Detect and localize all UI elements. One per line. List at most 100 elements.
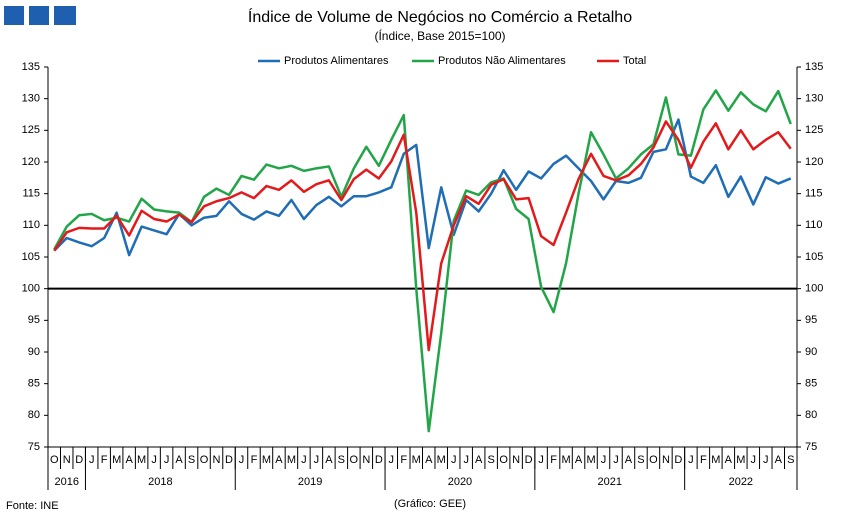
logo-block	[29, 6, 49, 25]
y-tick-label: 105	[22, 251, 40, 263]
y-tick-label: 115	[22, 188, 40, 200]
x-tick-label: J	[151, 454, 157, 466]
legend-label: Total	[623, 55, 646, 67]
x-tick-label: A	[475, 454, 483, 466]
y-tick-label: 75	[28, 441, 40, 453]
x-tick-label: M	[736, 454, 745, 466]
x-tick-label: M	[412, 454, 421, 466]
x-tick-label: N	[63, 454, 71, 466]
x-tick-label: O	[649, 454, 658, 466]
x-tick-label: N	[362, 454, 370, 466]
y-tick-label: 120	[22, 156, 40, 168]
x-tick-label: S	[338, 454, 345, 466]
y2-tick-label: 85	[805, 378, 817, 390]
year-label: 2022	[729, 476, 753, 488]
chart-title: Índice de Volume de Negócios no Comércio…	[248, 7, 632, 26]
y2-tick-label: 135	[805, 61, 823, 73]
x-tick-label: J	[463, 454, 469, 466]
x-tick-label: O	[350, 454, 359, 466]
x-tick-label: A	[275, 454, 283, 466]
y-tick-label: 110	[22, 219, 40, 231]
y2-tick-label: 75	[805, 441, 817, 453]
series-line	[53, 120, 792, 352]
x-tick-label: M	[137, 454, 146, 466]
year-label: 2018	[148, 476, 172, 488]
x-tick-label: J	[601, 454, 607, 466]
x-tick-label: M	[561, 454, 570, 466]
x-tick-label: F	[101, 454, 108, 466]
y2-tick-label: 130	[805, 93, 823, 105]
x-tick-label: A	[325, 454, 333, 466]
x-tick-label: A	[175, 454, 183, 466]
x-tick-label: A	[775, 454, 783, 466]
x-tick-label: F	[550, 454, 557, 466]
x-tick-label: A	[725, 454, 733, 466]
y-tick-label: 125	[22, 124, 40, 136]
y-tick-label: 80	[28, 409, 40, 421]
y2-tick-label: 80	[805, 409, 817, 421]
x-tick-label: J	[89, 454, 95, 466]
x-tick-label: F	[251, 454, 258, 466]
x-tick-label: S	[787, 454, 794, 466]
logo-block	[4, 6, 24, 25]
y-tick-label: 100	[22, 283, 40, 295]
y-tick-label: 90	[28, 346, 40, 358]
x-tick-label: J	[239, 454, 245, 466]
x-tick-label: F	[700, 454, 707, 466]
x-tick-label: M	[437, 454, 446, 466]
x-tick-label: M	[112, 454, 121, 466]
x-tick-label: J	[763, 454, 769, 466]
x-tick-label: A	[425, 454, 433, 466]
x-tick-label: J	[164, 454, 170, 466]
series-line	[53, 118, 792, 257]
legend-label: Produtos Não Alimentares	[438, 55, 566, 67]
x-tick-label: S	[188, 454, 195, 466]
y2-tick-label: 105	[805, 251, 823, 263]
year-label: 2020	[448, 476, 472, 488]
x-tick-label: N	[213, 454, 221, 466]
series-line	[53, 89, 792, 433]
logo-block	[54, 6, 76, 25]
year-label: 2021	[598, 476, 622, 488]
x-tick-label: J	[688, 454, 694, 466]
x-tick-label: N	[662, 454, 670, 466]
x-tick-label: S	[637, 454, 644, 466]
x-tick-label: N	[512, 454, 520, 466]
y2-tick-label: 90	[805, 346, 817, 358]
year-label: 2019	[298, 476, 322, 488]
y2-tick-label: 120	[805, 156, 823, 168]
x-tick-label: A	[575, 454, 583, 466]
x-tick-label: D	[525, 454, 533, 466]
y-tick-label: 135	[22, 61, 40, 73]
x-tick-label: M	[586, 454, 595, 466]
x-tick-label: D	[225, 454, 233, 466]
y-tick-label: 95	[28, 314, 40, 326]
x-tick-label: A	[625, 454, 633, 466]
x-tick-label: S	[487, 454, 494, 466]
x-tick-label: J	[301, 454, 307, 466]
y-tick-label: 85	[28, 378, 40, 390]
x-tick-label: J	[751, 454, 757, 466]
x-tick-label: D	[75, 454, 83, 466]
x-tick-label: J	[389, 454, 395, 466]
x-tick-label: J	[538, 454, 544, 466]
credit: (Gráfico: GEE)	[394, 498, 466, 510]
x-tick-label: O	[499, 454, 508, 466]
chart-subtitle: (Índice, Base 2015=100)	[374, 28, 505, 43]
y2-tick-label: 125	[805, 124, 823, 136]
x-tick-label: F	[400, 454, 407, 466]
x-tick-label: O	[50, 454, 59, 466]
x-tick-label: D	[375, 454, 383, 466]
x-tick-label: D	[674, 454, 682, 466]
x-tick-label: M	[287, 454, 296, 466]
x-tick-label: O	[200, 454, 209, 466]
legend-label: Produtos Alimentares	[284, 55, 389, 67]
x-tick-label: J	[613, 454, 619, 466]
y2-tick-label: 95	[805, 314, 817, 326]
x-tick-label: J	[451, 454, 457, 466]
x-tick-label: M	[262, 454, 271, 466]
x-tick-label: J	[314, 454, 320, 466]
y2-tick-label: 110	[805, 219, 823, 231]
y2-tick-label: 115	[805, 188, 823, 200]
